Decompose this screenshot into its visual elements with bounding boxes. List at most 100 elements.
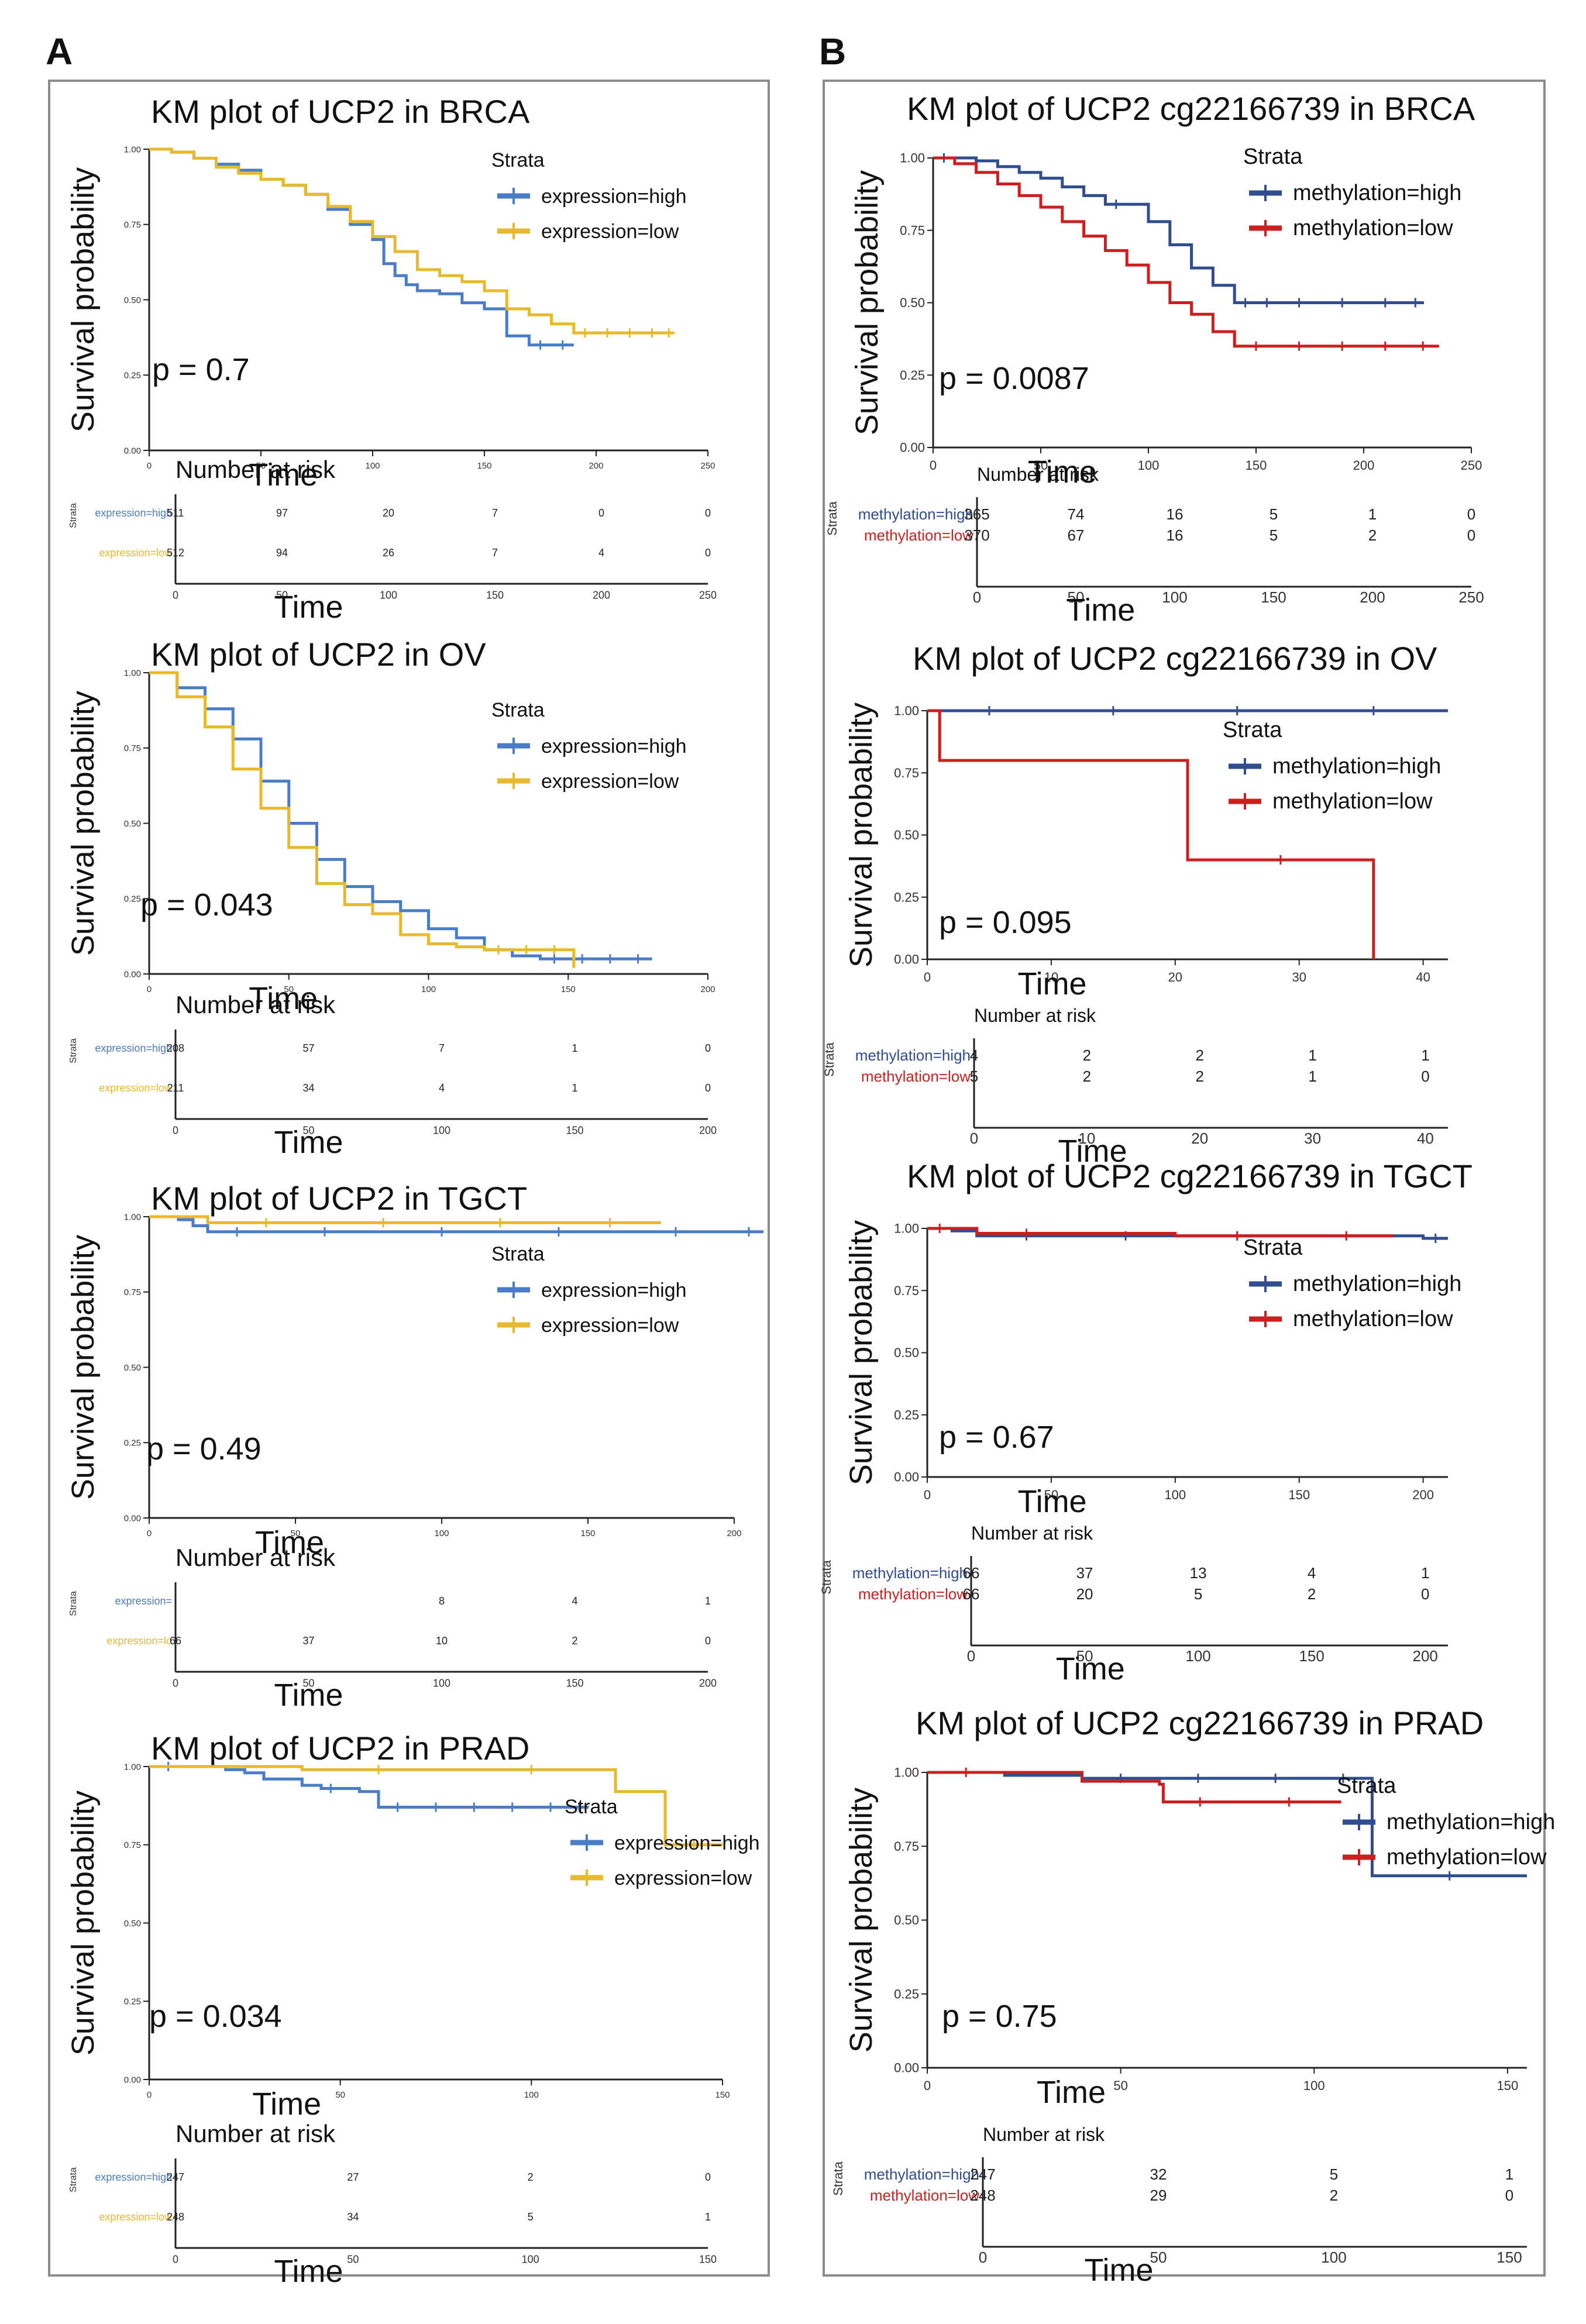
x-tick-label: 50 xyxy=(1044,1488,1058,1502)
risk-count: 1 xyxy=(1308,1068,1316,1085)
km-curve xyxy=(927,1771,1341,1803)
risk-x-tick-label: 200 xyxy=(1412,1647,1437,1665)
x-tick-label: 50 xyxy=(1113,2078,1127,2093)
risk-table-title: Number at risk xyxy=(971,1523,1093,1544)
x-axis-label: Time xyxy=(1018,1484,1087,1519)
p-value: p = 0.095 xyxy=(939,905,1072,940)
risk-count: 74 xyxy=(1068,505,1085,523)
risk-count: 0 xyxy=(1421,1585,1429,1603)
risk-count: 7 xyxy=(492,507,498,519)
risk-count: 1 xyxy=(705,2211,711,2223)
risk-x-axis-label: Time xyxy=(274,590,343,625)
risk-count: 97 xyxy=(276,507,288,519)
risk-count: 0 xyxy=(1421,1068,1429,1085)
km-curve xyxy=(149,671,576,968)
risk-row-label: methylation=high xyxy=(855,1046,971,1064)
p-value: p = 0.67 xyxy=(939,1420,1054,1455)
y-tick-label: 0.25 xyxy=(124,1997,141,2007)
risk-x-tick-label: 0 xyxy=(173,1678,178,1689)
y-tick-label: 0.50 xyxy=(894,828,919,842)
km-plot-b3: KM plot of UCP2 cg22166739 in TGCT 0.00 0.… xyxy=(819,1158,1473,1686)
km-curve xyxy=(149,1215,763,1234)
km-curve xyxy=(149,1215,661,1224)
x-tick-label: 150 xyxy=(1497,2078,1519,2093)
risk-x-tick-label: 250 xyxy=(1458,588,1484,606)
risk-row-label: methylation=low xyxy=(870,2187,979,2204)
y-tick-label: 1.00 xyxy=(894,704,919,718)
y-tick-label: 0.75 xyxy=(124,743,141,753)
legend-label: expression=low xyxy=(541,221,679,243)
y-tick-label: 0.25 xyxy=(124,371,141,381)
p-value: p = 0.043 xyxy=(140,887,273,922)
plot-title: KM plot of UCP2 cg22166739 in TGCT xyxy=(907,1158,1473,1194)
risk-x-tick-label: 50 xyxy=(347,2254,359,2266)
x-tick-label: 150 xyxy=(580,1528,595,1538)
risk-x-tick-label: 200 xyxy=(593,590,610,601)
p-value: p = 0.0087 xyxy=(939,361,1089,396)
risk-strata-label: Strata xyxy=(822,1042,837,1076)
risk-count: 2 xyxy=(572,1635,577,1647)
risk-row-label: expression=high xyxy=(95,2171,172,2183)
risk-count: 1 xyxy=(572,1082,577,1094)
risk-count: 16 xyxy=(1167,526,1184,544)
legend-label: expression=low xyxy=(541,770,679,793)
risk-x-tick-label: 150 xyxy=(486,590,504,601)
y-tick-label: 0.75 xyxy=(124,1840,141,1850)
x-tick-label: 100 xyxy=(1164,1488,1186,1502)
y-tick-label: 0.00 xyxy=(124,1513,141,1523)
risk-strata-label: Strata xyxy=(68,2167,78,2192)
x-tick-label: 200 xyxy=(700,984,715,994)
risk-x-tick-label: 150 xyxy=(1299,1647,1324,1665)
legend-label: expression=low xyxy=(541,1314,679,1337)
y-tick-label: 0.75 xyxy=(900,223,925,237)
plot-title: KM plot of UCP2 in OV xyxy=(151,636,486,673)
risk-table-title: Number at risk xyxy=(176,991,336,1018)
y-tick-label: 0.25 xyxy=(894,890,919,904)
x-tick-label: 50 xyxy=(284,984,294,994)
y-tick-label: 0.25 xyxy=(900,368,925,383)
y-tick-label: 0.25 xyxy=(894,1986,919,2001)
risk-count: 0 xyxy=(598,507,604,519)
y-axis-label: Survival probability xyxy=(844,1220,879,1485)
y-tick-label: 0.50 xyxy=(124,819,141,829)
risk-count: 57 xyxy=(302,1042,314,1054)
x-tick-label: 50 xyxy=(1034,458,1048,473)
plot-title: KM plot of UCP2 in TGCT xyxy=(151,1180,527,1217)
y-tick-label: 0.25 xyxy=(894,1407,919,1422)
risk-count: 0 xyxy=(705,2171,711,2183)
risk-count: 34 xyxy=(302,1082,314,1094)
risk-x-tick-label: 50 xyxy=(302,1125,314,1137)
risk-strata-label: Strata xyxy=(819,1559,834,1594)
risk-count: 5 xyxy=(528,2211,534,2223)
risk-table-title: Number at risk xyxy=(977,464,1099,485)
risk-row-label: expression=high xyxy=(95,1042,172,1054)
risk-count: 365 xyxy=(964,505,989,523)
km-curve xyxy=(149,1765,589,1809)
risk-table-title: Number at risk xyxy=(176,1544,336,1571)
risk-count: 0 xyxy=(1467,526,1475,544)
risk-x-axis-label: Time xyxy=(274,1125,343,1160)
risk-x-tick-label: 50 xyxy=(1068,588,1085,606)
y-tick-label: 1.00 xyxy=(124,1212,141,1222)
x-tick-label: 0 xyxy=(930,458,937,473)
risk-strata-label: Strata xyxy=(68,503,78,528)
km-curve xyxy=(927,709,1375,959)
risk-count: 248 xyxy=(167,2211,184,2223)
y-tick-label: 0.75 xyxy=(894,1839,919,1854)
risk-x-tick-label: 0 xyxy=(173,2254,178,2266)
risk-count: 247 xyxy=(970,2165,995,2183)
risk-x-tick-label: 100 xyxy=(380,590,397,601)
risk-x-axis-label: Time xyxy=(1085,2253,1154,2288)
risk-table-title: Number at risk xyxy=(176,2120,336,2147)
x-tick-label: 200 xyxy=(589,461,603,471)
km-curve xyxy=(149,147,675,335)
risk-count: 0 xyxy=(1505,2187,1513,2204)
x-tick-label: 40 xyxy=(1416,970,1430,984)
risk-row-label: expression=low xyxy=(99,1082,173,1094)
risk-count: 2 xyxy=(1330,2187,1338,2204)
y-tick-label: 0.50 xyxy=(900,295,925,310)
x-tick-label: 100 xyxy=(421,984,436,994)
y-tick-label: 0.00 xyxy=(894,1470,919,1485)
risk-x-axis-label: Time xyxy=(274,2254,343,2289)
risk-count: 2 xyxy=(1083,1068,1091,1085)
